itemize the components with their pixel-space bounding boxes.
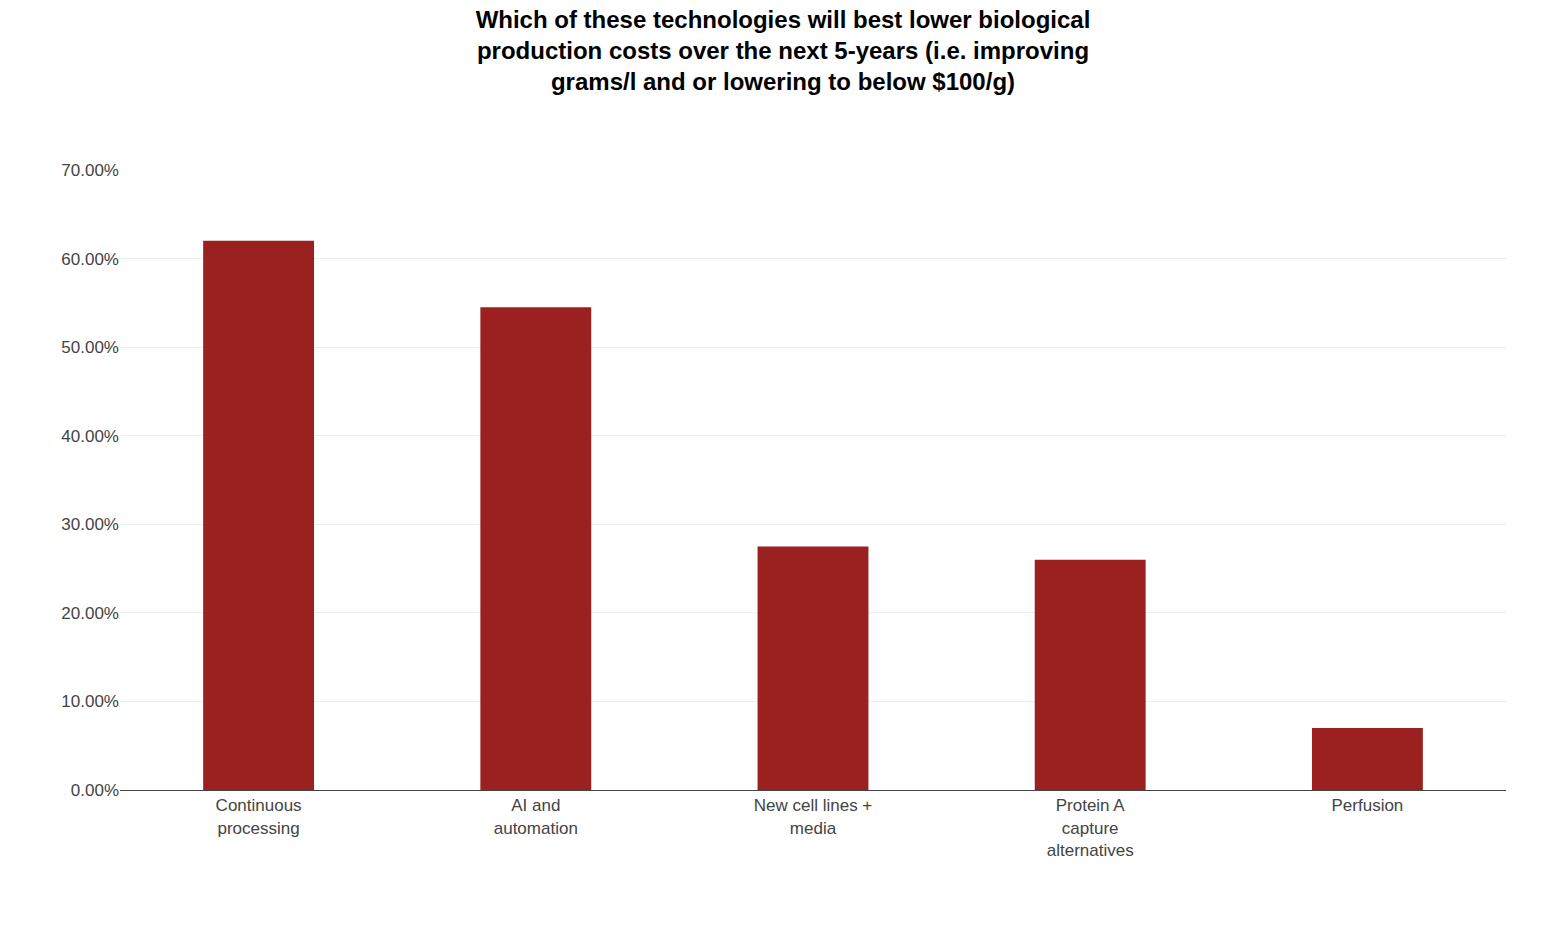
svg-text:60.00%: 60.00% <box>61 250 119 269</box>
svg-text:Which of these technologies wi: Which of these technologies will best lo… <box>476 6 1091 95</box>
svg-text:AI andautomation: AI andautomation <box>494 796 578 837</box>
svg-text:Continuousprocessing: Continuousprocessing <box>216 796 302 837</box>
svg-text:Perfusion: Perfusion <box>1331 796 1403 815</box>
svg-text:10.00%: 10.00% <box>61 692 119 711</box>
svg-text:40.00%: 40.00% <box>61 427 119 446</box>
svg-text:20.00%: 20.00% <box>61 604 119 623</box>
svg-text:70.00%: 70.00% <box>61 161 119 180</box>
svg-text:50.00%: 50.00% <box>61 338 119 357</box>
svg-text:New cell lines +media: New cell lines +media <box>754 796 873 837</box>
svg-text:0.00%: 0.00% <box>71 781 119 800</box>
svg-text:Protein Acapturealternatives: Protein Acapturealternatives <box>1047 796 1134 859</box>
svg-text:30.00%: 30.00% <box>61 515 119 534</box>
